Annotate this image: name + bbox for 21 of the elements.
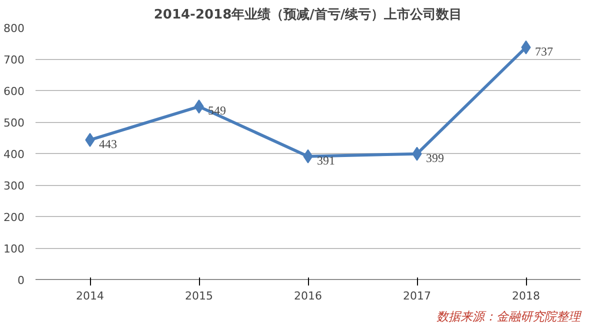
y-tick-label: 100 xyxy=(4,242,25,256)
y-tick-label: 800 xyxy=(4,22,25,35)
y-tick-label: 600 xyxy=(4,85,25,98)
data-label: 399 xyxy=(426,150,444,165)
data-label: 443 xyxy=(99,136,117,151)
source-note: 数据来源：金融研究院整理 xyxy=(436,310,582,324)
x-tick-label: 2014 xyxy=(76,290,104,302)
y-tick-label: 0 xyxy=(18,274,24,287)
x-tick-label: 2017 xyxy=(403,290,432,302)
data-label: 391 xyxy=(317,153,335,168)
y-tick-label: 200 xyxy=(4,211,25,224)
x-tick-label: 2018 xyxy=(512,290,540,302)
data-label: 737 xyxy=(535,44,553,58)
y-tick-label: 700 xyxy=(4,54,25,66)
x-tick-label: 2015 xyxy=(185,290,214,302)
chart-title: 2014-2018年业绩（预减/首亏/续亏）上市公司数目 xyxy=(154,6,462,22)
y-tick-label: 500 xyxy=(4,116,25,130)
x-tick-label: 2016 xyxy=(294,290,322,302)
y-tick-label: 300 xyxy=(4,180,25,192)
y-tick-label: 400 xyxy=(4,148,25,161)
data-label: 549 xyxy=(208,104,226,118)
